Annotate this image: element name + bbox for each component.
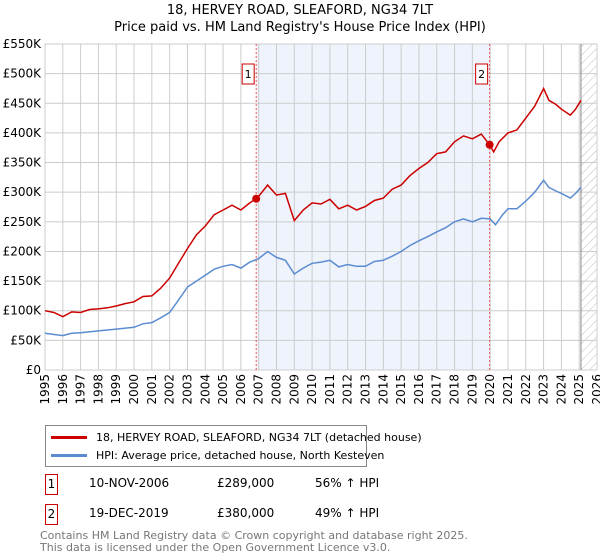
footer: Contains HM Land Registry data © Crown c…: [40, 530, 468, 554]
sale-row: 1 10-NOV-2006 £289,000 56% ↑ HPI: [45, 474, 445, 496]
x-tick-label: 2024: [554, 374, 568, 405]
sale-badge: 2: [45, 504, 58, 525]
red-line-swatch: [51, 435, 87, 439]
x-tick-label: 1998: [91, 374, 105, 405]
x-tick-label: 2009: [287, 374, 301, 405]
x-tick-label: 1996: [56, 374, 70, 405]
y-tick-label: £50K: [10, 333, 42, 347]
x-tick-label: 2007: [252, 374, 266, 405]
y-tick-label: £0: [26, 363, 41, 377]
x-tick-label: 2011: [323, 374, 337, 405]
x-tick-label: 2020: [483, 374, 497, 405]
x-tick-label: 2013: [359, 374, 373, 405]
y-tick-label: £150K: [3, 274, 43, 288]
x-tick-label: 2002: [163, 374, 177, 405]
y-tick-label: £550K: [3, 37, 43, 51]
x-tick-label: 1999: [109, 374, 123, 405]
property-series-line: [44, 86, 582, 318]
x-tick-label: 2023: [537, 374, 551, 405]
y-tick-label: £100K: [3, 304, 43, 318]
hpi-series-line: [44, 179, 582, 337]
y-tick-label: £350K: [3, 156, 43, 170]
y-tick-label: £200K: [3, 244, 43, 258]
x-tick-label: 2010: [305, 374, 319, 405]
x-tick-label: 1997: [74, 374, 88, 405]
x-tick-label: 2004: [198, 374, 212, 405]
x-tick-label: 2018: [448, 374, 462, 405]
x-tick-label: 2006: [234, 374, 248, 405]
x-tick-label: 2001: [145, 374, 159, 405]
legend-label: HPI: Average price, detached house, Nort…: [96, 448, 385, 462]
blue-line-swatch: [51, 453, 87, 457]
sale-price: £289,000: [217, 476, 275, 490]
sale-label-box: [241, 63, 255, 85]
price-chart: 1995 1996 1997 1998 1999 2000 2001 2002 2003 2004…: [3, 37, 600, 405]
x-tick-label: 2012: [341, 374, 355, 405]
x-tick-label: 2022: [519, 374, 533, 405]
x-tick-label: 2016: [412, 374, 426, 405]
x-tick-label: 2021: [501, 374, 515, 405]
y-tick-label: £250K: [3, 215, 43, 229]
x-tick-label: 2000: [127, 374, 141, 405]
legend-item-hpi: HPI: Average price, detached house, Nort…: [51, 447, 384, 463]
chart-title: 18, HERVEY ROAD, SLEAFORD, NG34 7LT: [166, 3, 434, 18]
sale-label: 2: [478, 68, 485, 81]
x-tick-label: 2014: [376, 374, 390, 405]
forecast-hatch: [580, 44, 597, 370]
sale-point: [252, 194, 261, 203]
sale-label: 1: [245, 68, 252, 81]
x-tick-label: 1995: [38, 374, 52, 405]
x-tick-label: 2005: [216, 374, 230, 405]
x-tick-label: 2003: [180, 374, 194, 405]
sale-hpi: 49% ↑ HPI: [315, 506, 380, 520]
sale-date: 10-NOV-2006: [89, 476, 170, 490]
x-tick-label: 2017: [430, 374, 444, 405]
chart-subtitle: Price paid vs. HM Land Registry's House …: [114, 20, 486, 35]
footer-licence: This data is licensed under the Open Gov…: [40, 541, 391, 554]
x-tick-label: 2026: [590, 374, 600, 405]
sale-badge: 1: [45, 474, 58, 495]
sale-label-box: [475, 63, 489, 85]
footer-copyright: Contains HM Land Registry data © Crown c…: [40, 529, 468, 542]
legend-item-property: 18, HERVEY ROAD, SLEAFORD, NG34 7LT (det…: [51, 429, 422, 445]
legend-label: 18, HERVEY ROAD, SLEAFORD, NG34 7LT (det…: [96, 430, 422, 444]
ownership-period-shade: [256, 44, 490, 370]
x-tick-label: 2025: [572, 374, 586, 405]
x-tick-label: 2019: [465, 374, 479, 405]
legend: 18, HERVEY ROAD, SLEAFORD, NG34 7LT (det…: [45, 425, 422, 467]
sale-point: [485, 140, 494, 149]
y-tick-label: £400K: [3, 126, 43, 140]
sale-date: 19-DEC-2019: [89, 506, 169, 520]
x-tick-label: 2008: [269, 374, 283, 405]
sale-price: £380,000: [217, 506, 275, 520]
y-tick-label: £300K: [3, 185, 43, 199]
y-tick-label: £450K: [3, 96, 43, 110]
sale-hpi: 56% ↑ HPI: [315, 476, 380, 490]
x-tick-label: 2015: [394, 374, 408, 405]
sale-row: 2 19-DEC-2019 £380,000 49% ↑ HPI: [45, 504, 445, 526]
y-tick-label: £500K: [3, 67, 43, 81]
